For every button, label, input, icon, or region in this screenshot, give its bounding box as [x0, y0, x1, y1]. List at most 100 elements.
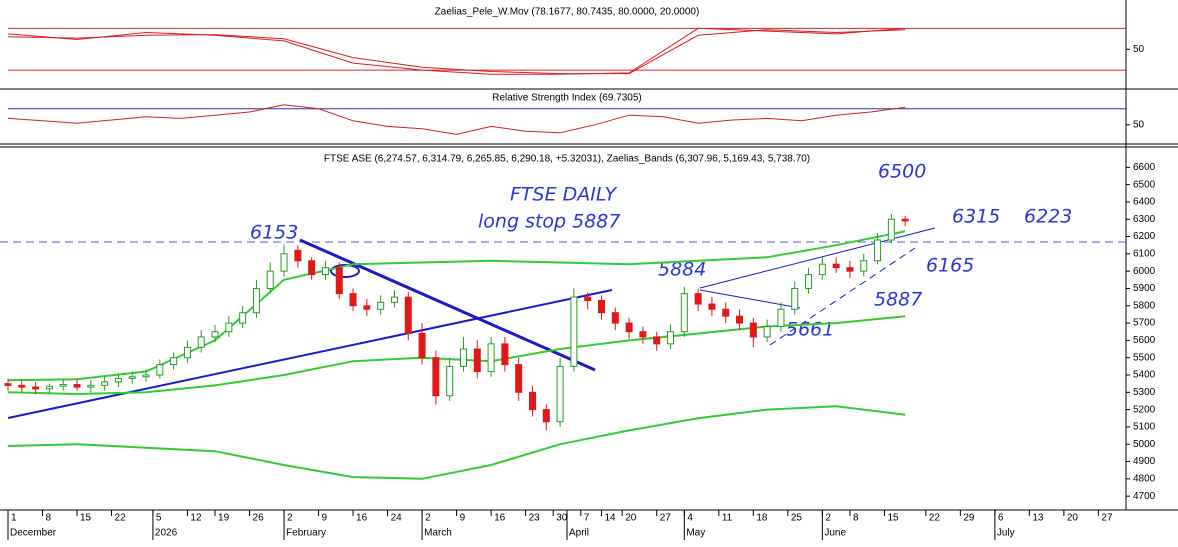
annotation: FTSE DAILY: [510, 184, 618, 206]
candle-body: [404, 296, 412, 334]
month-label: April: [569, 528, 589, 539]
y-tick-label: 4700: [1133, 491, 1156, 502]
x-tick-label: 16: [494, 513, 506, 524]
month-label: May: [686, 528, 705, 539]
x-tick-label: 22: [115, 513, 127, 524]
y-tick-label: 50: [1133, 119, 1145, 130]
candle-body: [252, 287, 260, 314]
candle-body: [211, 331, 219, 338]
y-tick-label: 6300: [1133, 214, 1156, 225]
annotation: 6315: [952, 206, 1000, 228]
indicator-line: [7, 29, 906, 75]
y-tick-label: 5100: [1133, 422, 1156, 433]
annotation: 5884: [658, 259, 706, 281]
candle-body: [625, 322, 633, 333]
x-tick-label: 2: [825, 513, 831, 524]
circle-mark: [330, 264, 360, 278]
drawn-lines: [0, 227, 1126, 419]
month-label: 2026: [155, 528, 178, 539]
x-tick-label: 23: [529, 513, 541, 524]
x-tick-label: 26: [253, 513, 265, 524]
candle-body: [791, 287, 799, 310]
y-tick-label: 6500: [1133, 179, 1156, 190]
x-tick-label: 12: [190, 513, 202, 524]
candle-body: [708, 303, 716, 310]
candle-body: [183, 346, 191, 359]
candle-body: [860, 260, 868, 272]
panel-title: Relative Strength Index (69.7305): [492, 93, 642, 104]
x-tick-label: 15: [887, 513, 899, 524]
candle-body: [846, 267, 854, 272]
y-tick-label: 6000: [1133, 266, 1156, 277]
panel-title: Zaelias_Pele_W.Mov (78.1677, 80.7435, 80…: [435, 7, 700, 18]
candle-body: [680, 293, 688, 333]
x-tick-label: 20: [1067, 513, 1079, 524]
candle-body: [639, 331, 647, 338]
candle-body: [501, 343, 509, 366]
candle-body: [128, 376, 136, 379]
candle-body: [459, 348, 467, 367]
candle-body: [598, 300, 606, 314]
x-tick-label: 16: [356, 513, 368, 524]
x-tick-label: 20: [625, 513, 637, 524]
candle-body: [363, 305, 371, 310]
x-tick-label: 14: [605, 513, 617, 524]
candle-body: [584, 296, 592, 302]
candle-body: [763, 326, 771, 338]
panel-title: FTSE ASE (6,274.57, 6,314.79, 6,265.85, …: [324, 154, 810, 165]
month-label: March: [424, 528, 452, 539]
x-tick-label: 4: [687, 513, 693, 524]
y-tick-label: 5200: [1133, 404, 1156, 415]
y-tick-label: 5900: [1133, 283, 1156, 294]
candle-body: [749, 322, 757, 338]
y-tick-label: 50: [1133, 44, 1145, 55]
annotation: 6500: [878, 161, 926, 183]
x-tick-label: 8: [853, 513, 859, 524]
candle-body: [73, 384, 81, 388]
trend-line: [7, 289, 613, 419]
candle-body: [818, 263, 826, 276]
y-tick-label: 4800: [1133, 473, 1156, 484]
candle-body: [335, 267, 343, 295]
y-tick-label: 4900: [1133, 456, 1156, 467]
candle-body: [556, 365, 564, 423]
candle-body: [418, 332, 426, 359]
candle-body: [611, 312, 619, 324]
candle-body: [832, 263, 840, 269]
x-tick-label: 9: [322, 513, 328, 524]
candle-body: [266, 270, 274, 289]
band-line: [7, 405, 906, 480]
y-tick-label: 6200: [1133, 231, 1156, 242]
y-tick-label: 5400: [1133, 370, 1156, 381]
candle-body: [294, 249, 302, 262]
candle-body: [225, 322, 233, 333]
x-tick-label: 1: [11, 513, 17, 524]
trend-line: [699, 289, 801, 309]
candle-body: [321, 267, 329, 276]
x-tick-label: 5: [156, 513, 162, 524]
x-tick-label: 27: [660, 513, 672, 524]
month-label: July: [997, 528, 1015, 539]
x-tick-label: 18: [756, 513, 768, 524]
candle-body: [18, 384, 26, 388]
x-tick-label: 6: [998, 513, 1004, 524]
candle-body: [280, 253, 288, 272]
annotation: 6153: [250, 222, 298, 244]
month-label: June: [824, 528, 846, 539]
candle-body: [390, 296, 398, 303]
x-tick-label: 27: [1101, 513, 1113, 524]
candle-body: [528, 391, 536, 411]
candle-body: [156, 364, 164, 376]
candle-body: [736, 315, 744, 324]
x-tick-label: 9: [460, 513, 466, 524]
x-tick-label: 25: [791, 513, 803, 524]
candle-body: [901, 218, 909, 222]
x-tick-label: 24: [391, 513, 403, 524]
x-tick-label: 29: [963, 513, 975, 524]
x-tick-label: 11: [722, 513, 733, 524]
annotation: 6223: [1024, 206, 1072, 228]
y-tick-label: 5700: [1133, 318, 1156, 329]
y-tick-label: 5600: [1133, 335, 1156, 346]
trend-line: [299, 238, 596, 372]
